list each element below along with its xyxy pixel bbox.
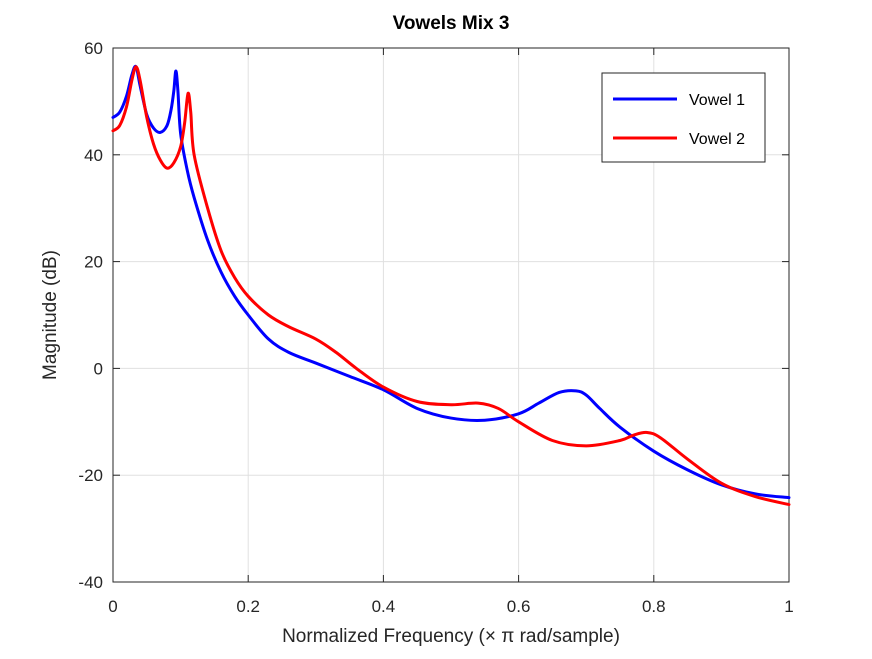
axis-ticks (112, 47, 790, 583)
series-line-vowel-2 (111, 65, 791, 507)
chart-title: Vowels Mix 3 (393, 13, 510, 34)
x-tick-labels: 0 0.2 0.4 0.6 0.8 1 (108, 597, 793, 616)
plot-area-frame (112, 47, 790, 583)
y-axis-label: Magnitude (dB) (40, 250, 61, 380)
x-tick-label: 1 (784, 597, 793, 616)
legend-box (601, 72, 766, 163)
x-tick-label: 0.4 (372, 597, 396, 616)
x-axis-label: Normalized Frequency (× π rad/sample) (282, 626, 620, 647)
x-tick-label: 0.2 (236, 597, 260, 616)
series-lines (111, 64, 791, 507)
legend: Vowel 1 Vowel 2 (601, 72, 766, 163)
x-tick-label: 0.8 (642, 597, 666, 616)
y-tick-label: -40 (78, 573, 103, 592)
y-tick-label: 0 (94, 359, 103, 378)
x-tick-label: 0 (108, 597, 117, 616)
x-tick-label: 0.6 (507, 597, 531, 616)
series-line-vowel-1 (111, 64, 791, 500)
y-tick-label: 60 (84, 39, 103, 58)
legend-label-vowel-2: Vowel 2 (689, 131, 745, 148)
y-tick-label: 40 (84, 146, 103, 165)
y-tick-labels: -40 -20 0 20 40 60 (78, 39, 103, 592)
y-tick-label: 20 (84, 253, 103, 272)
legend-label-vowel-1: Vowel 1 (689, 92, 745, 109)
y-tick-label: -20 (78, 466, 103, 485)
